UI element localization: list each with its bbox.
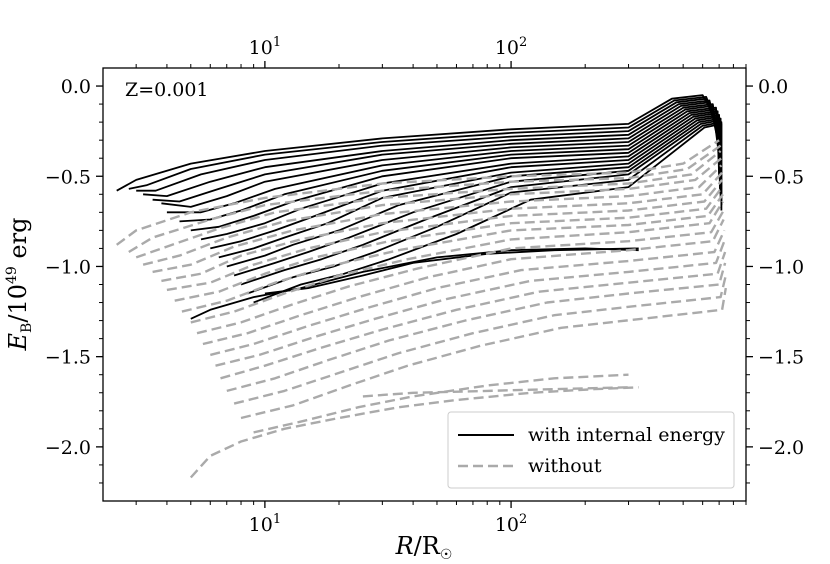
without-track-4: [152, 164, 723, 274]
y-axis-label: EB/1049 erg: [4, 218, 35, 352]
without-track-12: [210, 229, 726, 357]
with-internal-track-2: [136, 97, 720, 192]
legend-label-without: without: [528, 455, 602, 477]
without-track-8: [181, 193, 724, 313]
legend-label-with-internal: with internal energy: [528, 424, 725, 446]
without-track-10: [196, 209, 725, 335]
x-tick-label-bottom-0: 101: [249, 512, 281, 536]
without-track-11: [202, 218, 725, 346]
with-internal-track-5: [161, 103, 720, 208]
without-track-20: [362, 386, 629, 398]
with-internal-track-13: [233, 117, 722, 277]
x-tick-label-top-0: 101: [249, 35, 281, 59]
y-tick-label-left-2: −1.0: [45, 256, 91, 278]
without-track-17: [240, 287, 727, 420]
with-internal-track-0: [116, 94, 720, 192]
y-tick-label-right-0: 0.0: [758, 76, 788, 98]
with-internal-track-10: [210, 112, 720, 250]
y-tick-label-left-0: 0.0: [61, 76, 91, 98]
series-layer: [115, 94, 727, 479]
y-tick-label-right-2: −1.0: [758, 256, 804, 278]
with-internal-track-8: [190, 108, 720, 232]
x-axis-label: R/R☉: [395, 532, 453, 563]
legend-box: [447, 411, 735, 489]
y-tick-label-left-3: −1.5: [45, 347, 91, 369]
with-internal-track-4: [152, 101, 720, 203]
with-internal-track-12: [226, 115, 721, 268]
y-tick-label-right-3: −1.5: [758, 347, 804, 369]
y-tick-label-right-1: −0.5: [758, 166, 804, 188]
y-tick-label-left-4: −2.0: [45, 437, 91, 459]
without-track-5: [161, 171, 723, 283]
with-internal-track-3: [143, 99, 720, 197]
with-internal-track-14: [240, 119, 722, 286]
y-tick-label-right-4: −2.0: [758, 437, 804, 459]
with-internal-track-11: [218, 114, 721, 259]
without-track-2: [135, 150, 722, 259]
without-track-15: [226, 262, 727, 393]
with-internal-track-1: [128, 96, 720, 190]
y-tick-label-left-1: −0.5: [45, 166, 91, 188]
with-internal-track-7: [179, 106, 720, 223]
without-track-3: [142, 157, 723, 266]
without-track-13: [215, 240, 726, 367]
without-track-9: [190, 200, 724, 324]
legend: with internal energy without: [447, 411, 735, 489]
metallicity-annotation: Z=0.001: [125, 79, 209, 101]
without-track-0: [115, 139, 720, 246]
with-internal-track-16: [253, 123, 723, 304]
ticks-layer: 0.0 0.0 −0.5 −0.5 −1.0 −1.0 −1.5 −1.5 −2.0 −2.0 10…: [45, 35, 804, 536]
without-track-6: [166, 179, 724, 292]
x-tick-label-bottom-1: 102: [495, 512, 527, 536]
without-track-19: [253, 373, 629, 434]
with-internal-track-18: [264, 247, 639, 295]
without-track-14: [220, 251, 727, 380]
without-track-16: [233, 275, 727, 405]
without-track-7: [174, 186, 724, 302]
without-track-1: [128, 144, 722, 254]
with-internal-track-9: [200, 110, 720, 241]
without-track-18: [189, 386, 639, 479]
with-internal-track-17: [190, 247, 639, 320]
x-tick-label-top-1: 102: [495, 35, 527, 59]
